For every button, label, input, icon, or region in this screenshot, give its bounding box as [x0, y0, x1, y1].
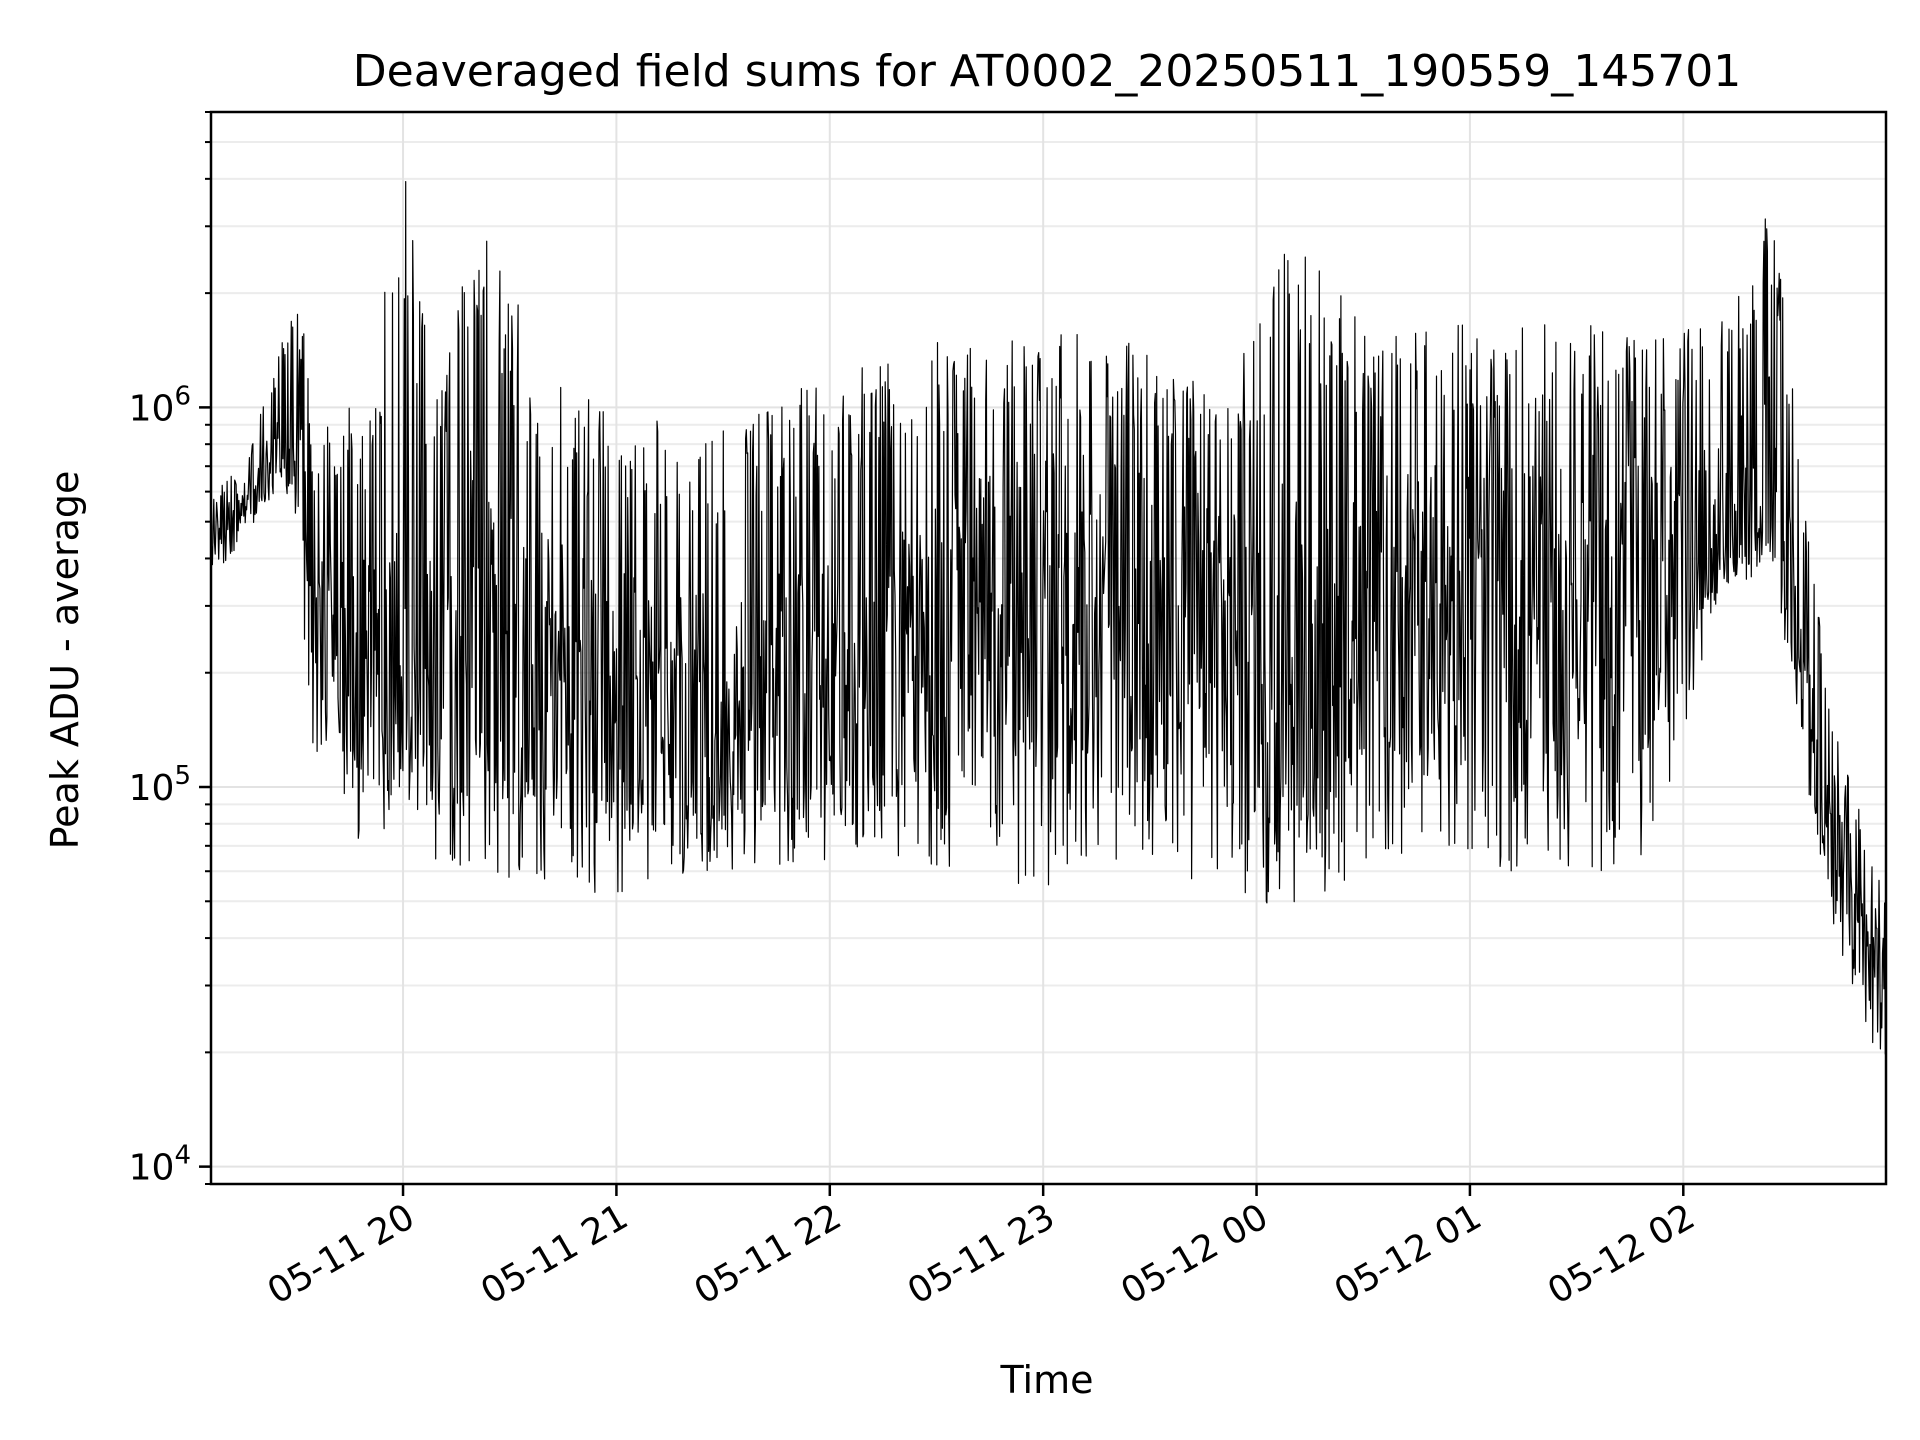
y-tick-base: 10: [129, 1148, 175, 1189]
tick-marks: [199, 111, 1685, 1196]
y-tick-base: 10: [129, 768, 175, 809]
y-tick-label: 104: [129, 1141, 191, 1189]
x-axis-label: Time: [1000, 1358, 1094, 1402]
y-tick-exponent: 5: [174, 761, 191, 791]
plot-frame: [209, 110, 1888, 1186]
y-tick-label: 106: [129, 381, 191, 429]
chart-title: Deaveraged field sums for AT0002_2025051…: [353, 46, 1741, 97]
y-tick-exponent: 4: [174, 1141, 191, 1171]
y-axis-label: Peak ADU - average: [43, 471, 87, 850]
series-layer: [210, 181, 1887, 1055]
y-tick-base: 10: [129, 388, 175, 429]
y-tick-exponent: 6: [174, 381, 191, 411]
series-line: [210, 181, 1887, 1055]
y-tick-label: 105: [129, 761, 191, 809]
